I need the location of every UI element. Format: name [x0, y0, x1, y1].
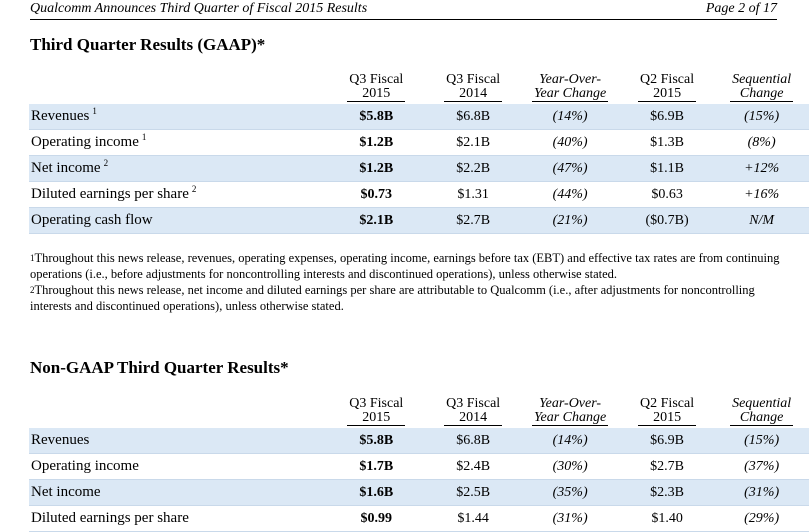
cell-q3-2015: $5.8B — [326, 104, 426, 130]
row-label: Operating income — [31, 134, 139, 150]
cell-q2-2015: $2.7B — [619, 453, 715, 480]
table-row: Diluted earnings per share $0.99 $1.44 (… — [29, 505, 809, 532]
table-row: Operating income $1.7B $2.4B (30%) $2.7B… — [29, 453, 809, 480]
cell-q2-2015: $2.3B — [619, 479, 715, 506]
footnote-marker: 1 — [141, 132, 147, 142]
footnote-2: 2Throughout this news release, net incom… — [30, 282, 780, 314]
cell-q3-2015: $5.8B — [326, 428, 426, 454]
footnote-marker: 1 — [92, 106, 97, 116]
col-header-yoy-change: Year-Over- Year Change — [531, 72, 609, 102]
footnote-1-marker: 1 — [30, 253, 35, 263]
row-label: Operating income — [29, 453, 327, 480]
table-header-row: Q3 Fiscal 2015 Q3 Fiscal 2014 Year-Over- Ye… — [29, 392, 809, 428]
page-header: Qualcomm Announces Third Quarter of Fisc… — [0, 0, 809, 20]
cell-seq: N/M — [714, 207, 809, 234]
cell-yoy: (14%) — [520, 428, 620, 454]
page-number: Page 2 of 17 — [705, 1, 777, 16]
row-label: Net income — [29, 479, 327, 506]
cell-q2-2015: $1.1B — [619, 155, 715, 182]
table-row: Net income 2 $1.2B $2.2B (47%) $1.1B +12% — [29, 155, 809, 182]
col-header-q3-2014: Q3 Fiscal 2014 — [444, 396, 503, 426]
cell-yoy: (30%) — [520, 453, 620, 480]
cell-seq: (8%) — [714, 129, 809, 156]
footnotes: 1Throughout this news release, revenues,… — [30, 250, 780, 314]
cell-yoy: (44%) — [520, 181, 620, 208]
table-row: Operating income 1 $1.2B $2.1B (40%) $1.3… — [29, 129, 809, 156]
cell-q3-2014: $2.5B — [425, 479, 521, 506]
cell-q2-2015: $0.63 — [619, 181, 715, 208]
cell-q3-2014: $2.4B — [425, 453, 521, 480]
footnote-marker: 2 — [103, 158, 109, 168]
gaap-section-title: Third Quarter Results (GAAP)* — [30, 35, 266, 54]
footnote-2-marker: 2 — [30, 285, 35, 295]
cell-yoy: (21%) — [520, 207, 620, 234]
row-label: Revenues — [29, 428, 327, 454]
row-label: Operating cash flow — [31, 212, 153, 228]
cell-q3-2015: $0.73 — [326, 181, 426, 208]
row-label: Diluted earnings per share — [31, 186, 189, 202]
cell-seq: +16% — [714, 181, 809, 208]
table-row: Revenues 1 $5.8B $6.8B (14%) $6.9B (15%) — [29, 104, 809, 130]
col-header-q3-2015: Q3 Fiscal 2015 — [347, 72, 406, 102]
cell-q3-2015: $0.99 — [326, 505, 426, 532]
row-label: Revenues — [31, 108, 90, 124]
cell-q3-2015: $1.2B — [326, 129, 426, 156]
footnote-2-text: Throughout this news release, net income… — [30, 283, 755, 313]
col-header-sequential-change: Sequential Change — [730, 72, 794, 102]
cell-seq: (29%) — [714, 505, 809, 532]
nongaap-section-title: Non-GAAP Third Quarter Results* — [30, 358, 289, 377]
table-row: Diluted earnings per share 2 $0.73 $1.31 … — [29, 181, 809, 208]
table-header-row: Q3 Fiscal 2015 Q3 Fiscal 2014 Year-Over- Ye… — [29, 68, 809, 104]
cell-q3-2014: $6.8B — [425, 428, 521, 454]
table-row: Net income $1.6B $2.5B (35%) $2.3B (31%) — [29, 479, 809, 506]
cell-seq: +12% — [714, 155, 809, 182]
col-header-q3-2015: Q3 Fiscal 2015 — [347, 396, 406, 426]
gaap-results-table: Q3 Fiscal 2015 Q3 Fiscal 2014 Year-Over- Ye… — [29, 68, 809, 234]
row-label: Diluted earnings per share — [29, 505, 327, 532]
cell-q3-2014: $6.8B — [425, 104, 521, 130]
cell-q3-2015: $1.2B — [326, 155, 426, 182]
cell-q3-2014: $1.44 — [425, 505, 521, 532]
cell-seq: (31%) — [714, 479, 809, 506]
cell-q3-2014: $2.7B — [425, 207, 521, 234]
footnote-marker: 2 — [191, 184, 197, 194]
cell-q2-2015: $1.3B — [619, 129, 715, 156]
col-header-yoy-change: Year-Over- Year Change — [532, 396, 609, 426]
cell-yoy: (40%) — [520, 129, 620, 156]
cell-q2-2015: $6.9B — [619, 428, 715, 454]
cell-seq: (37%) — [714, 453, 809, 480]
cell-q3-2015: $1.7B — [326, 453, 426, 480]
cell-yoy: (35%) — [520, 479, 620, 506]
table-row: Operating cash flow $2.1B $2.7B (21%) ($… — [29, 207, 809, 234]
nongaap-results-table: Q3 Fiscal 2015 Q3 Fiscal 2014 Year-Over- Ye… — [29, 392, 809, 532]
cell-q3-2014: $2.2B — [425, 155, 521, 182]
cell-q2-2015: $6.9B — [619, 104, 715, 130]
cell-yoy: (31%) — [520, 505, 620, 532]
row-label: Net income — [31, 160, 101, 176]
cell-q2-2015: ($0.7B) — [619, 207, 715, 234]
footnote-1: 1Throughout this news release, revenues,… — [30, 250, 780, 282]
cell-seq: (15%) — [714, 428, 809, 454]
cell-q3-2015: $2.1B — [326, 207, 426, 234]
cell-seq: (15%) — [714, 104, 809, 130]
header-divider — [30, 19, 777, 20]
footnote-1-text: Throughout this news release, revenues, … — [30, 251, 780, 281]
col-header-q3-2014: Q3 Fiscal 2014 — [444, 72, 503, 102]
document-title: Qualcomm Announces Third Quarter of Fisc… — [30, 1, 368, 16]
cell-q2-2015: $1.40 — [619, 505, 715, 532]
col-header-q2-2015: Q2 Fiscal 2015 — [638, 72, 697, 102]
col-header-q2-2015: Q2 Fiscal 2015 — [638, 396, 697, 426]
cell-yoy: (14%) — [520, 104, 620, 130]
cell-q3-2014: $2.1B — [425, 129, 521, 156]
col-header-sequential-change: Sequential Change — [730, 396, 794, 426]
cell-q3-2015: $1.6B — [326, 479, 426, 506]
cell-q3-2014: $1.31 — [425, 181, 521, 208]
cell-yoy: (47%) — [520, 155, 620, 182]
table-row: Revenues $5.8B $6.8B (14%) $6.9B (15%) — [29, 428, 809, 454]
